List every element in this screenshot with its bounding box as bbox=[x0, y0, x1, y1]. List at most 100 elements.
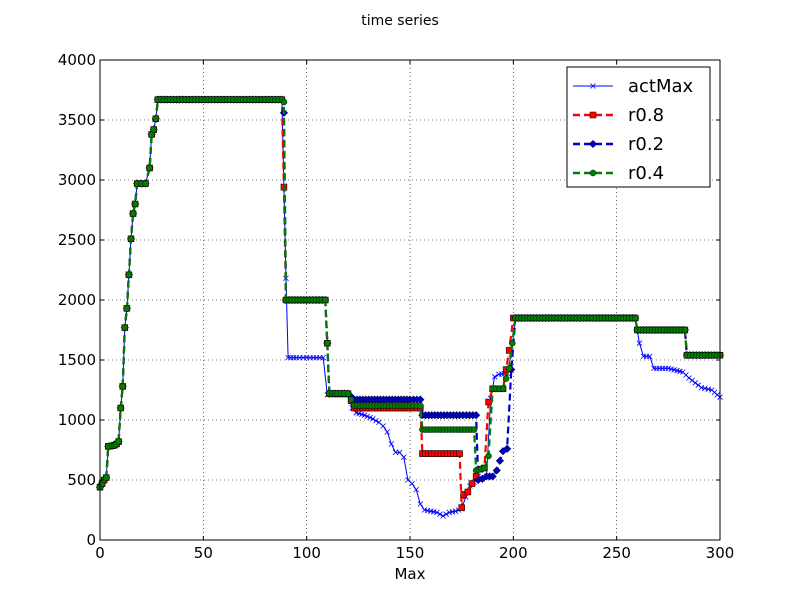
data-point-actMax bbox=[401, 454, 407, 460]
y-tick-label: 1000 bbox=[58, 411, 96, 429]
data-point-r0.8 bbox=[458, 504, 465, 511]
data-point-actMax bbox=[384, 429, 391, 435]
data-point-r0.4 bbox=[505, 365, 513, 372]
legend-marker-r0.8 bbox=[589, 111, 597, 119]
legend-label-r0.8: r0.8 bbox=[628, 105, 664, 126]
data-point-r0.2 bbox=[492, 466, 501, 475]
data-point-r0.4 bbox=[131, 200, 139, 208]
data-point-actMax bbox=[367, 414, 373, 421]
data-point-r0.8 bbox=[485, 398, 492, 406]
data-point-actMax bbox=[686, 375, 692, 381]
data-point-actMax bbox=[288, 354, 294, 361]
data-point-actMax bbox=[443, 511, 449, 517]
data-point-actMax bbox=[388, 441, 395, 447]
data-point-r0.4 bbox=[344, 390, 352, 397]
y-tick-label: 3000 bbox=[58, 171, 96, 189]
data-point-actMax bbox=[695, 382, 702, 388]
x-tick-label: 200 bbox=[499, 544, 528, 562]
data-point-r0.4 bbox=[280, 98, 288, 106]
data-point-r0.2 bbox=[471, 411, 481, 420]
data-point-r0.4 bbox=[115, 438, 122, 445]
data-point-actMax bbox=[396, 449, 403, 456]
data-point-actMax bbox=[702, 385, 708, 392]
legend-box bbox=[566, 66, 711, 188]
legend: actMax r0.8 r0.2 r0.4 bbox=[566, 66, 711, 188]
data-point-r0.4 bbox=[146, 164, 153, 172]
data-point-actMax bbox=[646, 353, 653, 360]
y-tick-label: 4000 bbox=[58, 51, 96, 69]
data-point-r0.4 bbox=[324, 339, 331, 347]
series-group bbox=[95, 95, 725, 519]
data-point-actMax bbox=[437, 511, 443, 517]
data-point-r0.4 bbox=[152, 115, 160, 123]
data-point-r0.4 bbox=[142, 180, 149, 187]
data-point-r0.4 bbox=[322, 296, 329, 304]
x-tick-label: 300 bbox=[706, 544, 735, 562]
x-tick-label: 150 bbox=[396, 544, 425, 562]
data-point-r0.4 bbox=[119, 383, 126, 390]
legend-label-actMax: actMax bbox=[628, 76, 694, 97]
data-point-r0.4 bbox=[129, 210, 137, 217]
data-point-r0.4 bbox=[123, 305, 131, 312]
data-point-actMax bbox=[364, 413, 371, 420]
data-point-r0.8 bbox=[456, 450, 463, 457]
data-point-actMax bbox=[320, 354, 326, 361]
data-point-actMax bbox=[380, 423, 386, 429]
axis-ticks: 0 50 100 150 200 250 3000500100015002000250030… bbox=[58, 51, 735, 562]
data-point-r0.4 bbox=[125, 271, 133, 279]
data-point-r0.4 bbox=[127, 235, 135, 243]
data-point-actMax bbox=[491, 374, 498, 380]
data-point-actMax bbox=[440, 513, 446, 519]
data-point-r0.4 bbox=[470, 426, 478, 433]
y-tick-label: 1500 bbox=[58, 351, 96, 369]
data-point-r0.4 bbox=[681, 326, 689, 334]
data-point-actMax bbox=[285, 354, 291, 361]
data-point-r0.8 bbox=[464, 488, 472, 496]
x-tick-label: 100 bbox=[292, 544, 321, 562]
data-point-r0.2 bbox=[502, 444, 512, 453]
data-point-r0.4 bbox=[417, 402, 424, 409]
x-axis-label: Max bbox=[394, 565, 425, 583]
data-point-actMax bbox=[698, 384, 705, 391]
data-point-r0.2 bbox=[495, 456, 505, 465]
y-tick-label: 2000 bbox=[58, 291, 96, 309]
data-point-r0.4 bbox=[121, 324, 129, 331]
data-point-r0.4 bbox=[499, 385, 507, 393]
data-point-actMax bbox=[370, 416, 376, 422]
data-point-actMax bbox=[413, 486, 419, 493]
data-point-actMax bbox=[636, 340, 643, 346]
y-tick-label: 500 bbox=[67, 471, 96, 489]
data-point-actMax bbox=[409, 480, 415, 487]
y-tick-label: 0 bbox=[86, 531, 96, 549]
data-point-actMax bbox=[290, 354, 297, 361]
legend-label-r0.4: r0.4 bbox=[628, 163, 664, 184]
x-tick-label: 250 bbox=[602, 544, 631, 562]
legend-marker-r0.4 bbox=[589, 169, 597, 177]
data-point-r0.4 bbox=[102, 474, 110, 481]
legend-label-r0.2: r0.2 bbox=[628, 134, 664, 155]
series-r0.4 bbox=[96, 96, 724, 491]
data-point-actMax bbox=[392, 449, 399, 456]
chart-title: time series bbox=[361, 13, 439, 29]
data-point-actMax bbox=[434, 509, 440, 516]
data-point-r0.4 bbox=[632, 314, 639, 322]
data-point-r0.8 bbox=[468, 480, 476, 487]
legend-marker-actMax bbox=[590, 83, 596, 89]
data-point-r0.4 bbox=[502, 375, 510, 382]
data-point-r0.4 bbox=[485, 452, 492, 460]
data-point-r0.4 bbox=[509, 339, 516, 347]
y-tick-label: 2500 bbox=[58, 231, 96, 249]
x-tick-label: 0 bbox=[95, 544, 105, 562]
y-tick-label: 3500 bbox=[58, 111, 96, 129]
data-point-r0.4 bbox=[150, 126, 157, 133]
data-point-r0.4 bbox=[347, 396, 355, 403]
data-point-actMax bbox=[452, 508, 459, 514]
data-point-actMax bbox=[689, 377, 695, 384]
legend-marker-r0.2 bbox=[588, 139, 598, 149]
data-point-r0.2 bbox=[488, 472, 497, 481]
data-point-actMax bbox=[417, 501, 424, 507]
data-point-actMax bbox=[361, 412, 368, 418]
data-point-r0.4 bbox=[481, 464, 488, 472]
data-point-r0.4 bbox=[117, 404, 124, 412]
x-tick-label: 50 bbox=[194, 544, 213, 562]
